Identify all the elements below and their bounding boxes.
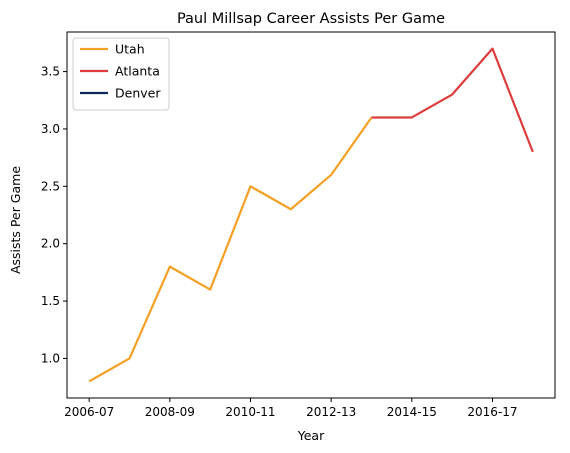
x-tick-label: 2014-15 [387,405,437,419]
plot-area: 1.0 1.5 2.0 2.5 3.0 3.5 2006-07 2008-09 2010-11 2… [41,32,555,419]
x-tick-label: 2010-11 [225,405,275,419]
y-tick-label: 1.5 [41,294,60,308]
legend-label-atlanta: Atlanta [115,64,160,79]
legend-label-denver: Denver [115,86,161,101]
y-tick-label: 3.5 [41,65,60,79]
y-tick-label: 1.0 [41,351,60,365]
x-tick-label: 2008-09 [145,405,195,419]
chart-title: Paul Millsap Career Assists Per Game [177,11,445,27]
x-axis-label: Year [297,428,325,443]
y-tick-label: 2.5 [41,179,60,193]
y-tick-label: 3.0 [41,122,60,136]
x-tick-label: 2006-07 [64,405,114,419]
y-axis-label: Assists Per Game [8,166,23,274]
series-line-utah [89,117,371,381]
y-tick-label: 2.0 [41,237,60,251]
x-tick-label: 2016-17 [467,405,517,419]
series-line-atlanta [372,49,533,152]
x-tick-label: 2012-13 [306,405,356,419]
legend-label-utah: Utah [115,42,145,57]
